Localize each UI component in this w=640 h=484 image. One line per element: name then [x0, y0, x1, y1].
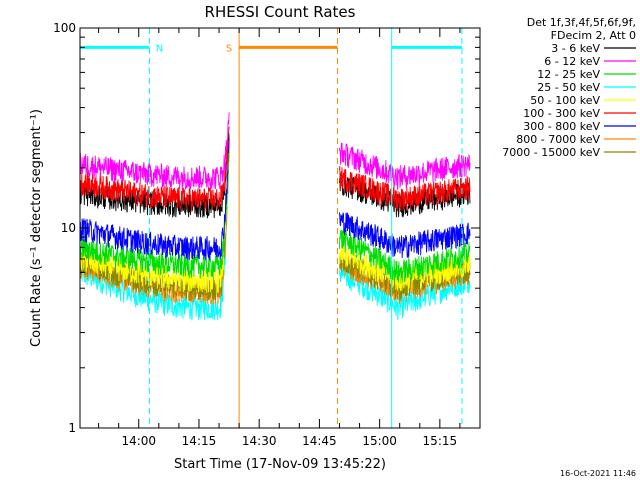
x-tick-label: 15:00: [362, 434, 397, 448]
legend-entry-label: 800 - 7000 keV: [516, 133, 600, 146]
legend-entry-label: 12 - 25 keV: [537, 68, 600, 81]
legend-entry-label: 6 - 12 keV: [544, 55, 600, 68]
traces-layer: [79, 112, 471, 321]
legend-entry-label: 50 - 100 keV: [530, 94, 600, 107]
series-line-seg2: [339, 165, 471, 212]
x-tick-label: 14:15: [182, 434, 217, 448]
x-tick-label: 15:15: [423, 434, 458, 448]
legend-entry-label: 100 - 300 keV: [523, 107, 600, 120]
series-line-seg1: [79, 126, 230, 212]
legend-header-line: FDecim 2, Att 0: [551, 29, 636, 42]
series-line-seg2: [339, 242, 471, 292]
series-line-seg1: [79, 152, 230, 279]
y-axis-label: Count Rate (s⁻¹ detector segment⁻¹): [29, 109, 44, 347]
series-trace-6: [79, 141, 471, 261]
y-tick-label: 1: [68, 421, 76, 435]
interval-annotation-2: [391, 28, 463, 428]
y-tick-label: 100: [53, 21, 76, 35]
series-line-seg1: [79, 112, 230, 190]
y-tick-label: 10: [61, 221, 76, 235]
legend: Det 1f,3f,4f,5f,6f,9f,FDecim 2, Att 03 -…: [502, 16, 636, 159]
legend-header-line: Det 1f,3f,4f,5f,6f,9f,: [527, 16, 636, 29]
timestamp: 16-Oct-2021 11:46: [560, 469, 636, 478]
interval-label: N: [156, 43, 163, 54]
series-line-seg2: [339, 229, 471, 284]
x-tick-label: 14:00: [121, 434, 156, 448]
axes-layer: 1 10 100 14:00 14:15 14:30 14:45 15:00 15:15: [53, 21, 481, 448]
legend-entry-label: 7000 - 15000 keV: [502, 146, 600, 159]
series-line-seg2: [339, 212, 471, 259]
series-trace-1: [79, 112, 471, 190]
series-trace-5: [79, 126, 471, 212]
legend-entry-label: 300 - 800 keV: [523, 120, 600, 133]
series-line-seg1: [79, 132, 230, 219]
x-tick-label: 14:45: [302, 434, 337, 448]
interval-annotation-1: S: [226, 28, 338, 428]
interval-label: S: [226, 43, 232, 54]
series-line-seg1: [79, 141, 230, 261]
chart-title: RHESSI Count Rates: [205, 3, 356, 21]
legend-entry-label: 3 - 6 keV: [551, 42, 600, 55]
series-trace-2: [79, 152, 471, 284]
legend-entry-label: 25 - 50 keV: [537, 81, 600, 94]
x-tick-label: 14:30: [242, 434, 277, 448]
x-axis-label: Start Time (17-Nov-09 13:45:22): [174, 457, 386, 472]
series-line-seg2: [339, 142, 471, 190]
